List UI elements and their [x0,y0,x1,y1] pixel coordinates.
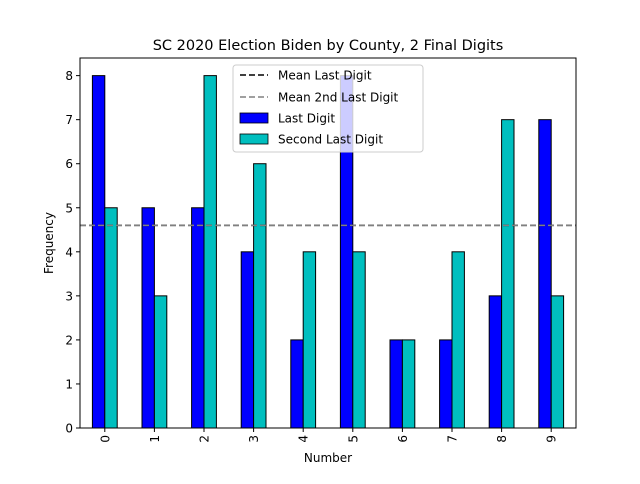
bar-last-digit-4 [290,339,304,429]
y-tick-label: 1 [65,377,73,391]
legend-label-second-last-digit: Second Last Digit [278,133,383,147]
x-tick-label: 7 [446,435,460,443]
bar-last-digit-7 [439,339,453,429]
y-tick-label: 7 [65,113,73,127]
y-tick-label: 5 [65,201,73,215]
bar-second-last-digit-1 [153,295,168,429]
y-axis-label: Frequency [42,212,56,274]
x-tick-label: 9 [545,435,559,443]
legend-label-last-digit: Last Digit [278,112,335,126]
bar-last-digit-2 [191,207,205,429]
legend-label-mean-last: Mean Last Digit [278,69,372,83]
plot-frame [79,57,577,429]
bar-last-digit-0 [91,75,106,429]
x-tick-label: 3 [247,435,261,443]
y-tick-label: 0 [65,422,73,436]
x-axis-label: Number [304,451,352,465]
x-axis: 0 1 2 3 4 5 6 7 8 9 [98,428,559,443]
bar-last-digit-1 [141,207,155,429]
bar-last-digit-6 [389,339,403,429]
legend-box [232,64,424,153]
x-tick-label: 0 [98,435,112,443]
bar-last-digit-9 [538,119,552,429]
bar-second-last-digit-8 [501,119,515,429]
x-tick-label: 6 [396,435,410,443]
y-tick-label: 4 [65,245,73,259]
bar-second-last-digit-6 [401,339,416,429]
bar-second-last-digit-4 [302,251,317,429]
bar-second-last-digit-7 [451,251,465,429]
legend: Mean Last Digit Mean 2nd Last Digit Last… [232,64,424,153]
y-tick-label: 3 [65,289,73,303]
bar-second-last-digit-0 [104,207,118,429]
y-tick-label: 8 [65,69,73,83]
bar-second-last-digit-5 [352,251,366,429]
x-tick-label: 5 [346,435,360,443]
y-tick-label: 6 [65,157,73,171]
bar-second-last-digit-2 [203,75,217,429]
bar-last-digit-3 [240,251,255,429]
legend-swatch-last-digit [239,112,269,124]
bar-second-last-digit-9 [550,295,565,429]
legend-label-mean-2nd-last: Mean 2nd Last Digit [278,91,399,105]
chart-title: SC 2020 Election Biden by County, 2 Fina… [153,38,504,54]
x-tick-label: 1 [148,435,162,443]
x-tick-label: 2 [198,435,212,443]
legend-swatch-second-last-digit [239,133,269,145]
bar-last-digit-8 [488,295,503,429]
y-axis: 0 1 2 3 4 5 6 7 8 [65,69,80,436]
bar-second-last-digit-3 [253,163,267,429]
y-tick-label: 2 [65,333,73,347]
x-tick-label: 8 [495,435,509,443]
x-tick-label: 4 [297,435,311,443]
